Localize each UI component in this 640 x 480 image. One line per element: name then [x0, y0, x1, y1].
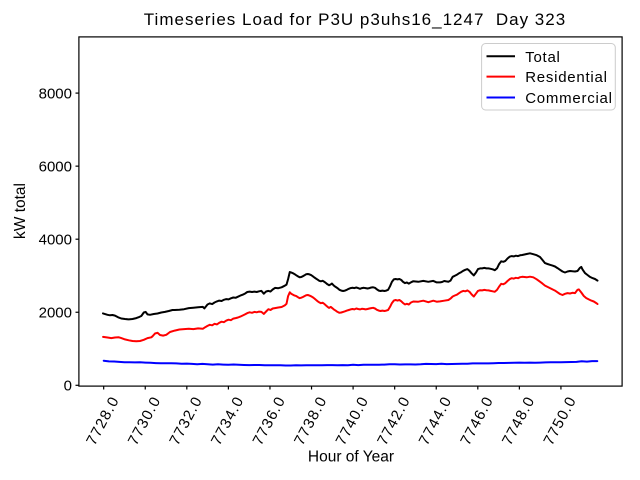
svg-text:6000: 6000 — [39, 158, 72, 175]
svg-text:2000: 2000 — [39, 304, 72, 321]
svg-text:Commercial: Commercial — [525, 90, 613, 107]
svg-text:kW total: kW total — [12, 183, 29, 239]
svg-text:0: 0 — [64, 378, 72, 395]
svg-text:Hour of Year: Hour of Year — [308, 449, 394, 466]
svg-text:8000: 8000 — [39, 85, 72, 102]
svg-text:Total: Total — [525, 49, 560, 66]
svg-text:Timeseries Load for P3U p3uhs1: Timeseries Load for P3U p3uhs16_1247 Day… — [144, 10, 566, 29]
svg-text:4000: 4000 — [39, 231, 72, 248]
svg-text:Residential: Residential — [525, 69, 607, 86]
